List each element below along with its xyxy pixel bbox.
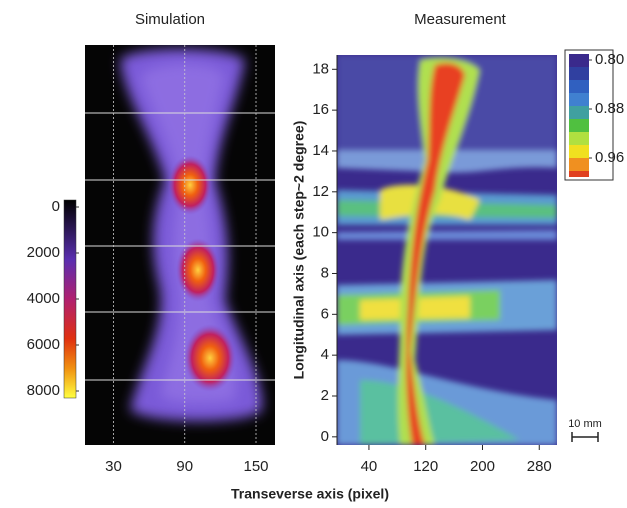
y-tick-label: 18 — [312, 60, 329, 77]
scale-bar-label: 10 mm — [568, 418, 602, 430]
y-tick-label: 8 — [321, 264, 329, 281]
simulation-image — [85, 45, 275, 445]
y-tick-label: 0 — [321, 428, 329, 445]
y-axis-label: Longitudinal axis (each step~2 degree) — [291, 121, 307, 380]
x-tick-label: 40 — [361, 458, 378, 475]
x-tick-label: 120 — [413, 458, 438, 475]
y-tick-label: 12 — [312, 183, 329, 200]
y-tick-label: 4 — [321, 346, 329, 363]
y-tick-label: 2 — [321, 387, 329, 404]
y-tick-label: 6 — [321, 305, 329, 322]
colorbar-swatches — [569, 54, 589, 177]
y-tick-label: 14 — [312, 142, 329, 159]
y-tick-label: 16 — [312, 101, 329, 118]
colorbar-label: 8000 — [27, 382, 60, 399]
panel-title: Simulation — [135, 11, 205, 28]
colorbar-label: 0 — [52, 198, 60, 215]
measurement-image — [337, 55, 557, 445]
colorbar-label: 6000 — [27, 336, 60, 353]
x-tick-label: 90 — [176, 458, 193, 475]
x-tick-label: 200 — [470, 458, 495, 475]
panel-title: Measurement — [414, 11, 507, 28]
colorbar — [63, 199, 77, 399]
y-tick-label: 10 — [312, 224, 329, 241]
colorbar-label: 2000 — [27, 244, 60, 261]
x-tick-label: 30 — [105, 458, 122, 475]
colorbar-label: 0.88 — [595, 100, 624, 117]
x-tick-label: 150 — [243, 458, 268, 475]
colorbar-label: 4000 — [27, 290, 60, 307]
x-tick-label: 280 — [527, 458, 552, 475]
colorbar-label: 0.80 — [595, 51, 624, 68]
x-axis-label: Transeverse axis (pixel) — [231, 486, 389, 502]
colorbar-label: 0.96 — [595, 149, 624, 166]
scale-bar — [571, 432, 599, 442]
